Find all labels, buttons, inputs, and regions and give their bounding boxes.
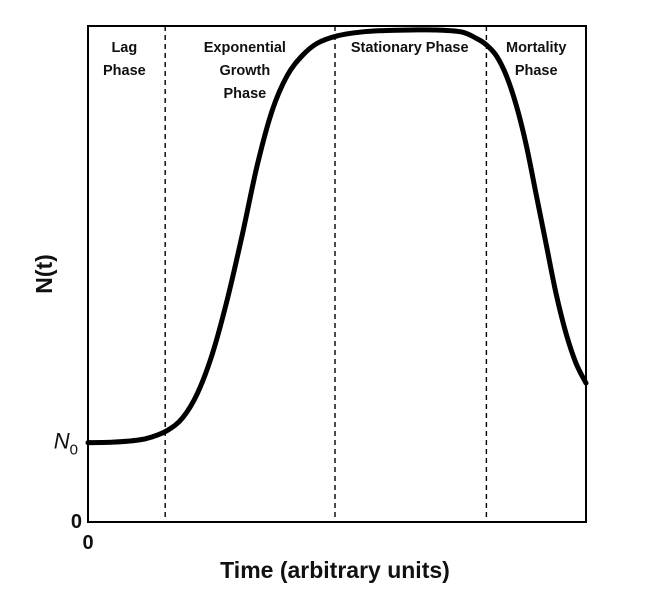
y-tick-label-n0: N0 [54,429,78,459]
phase-label-line: Phase [103,63,146,79]
phase-label-line: Exponential [204,40,286,56]
phase-label: Exponential Growth Phase [204,40,286,102]
phase-label-line: Mortality [506,40,566,56]
phase-label: Stationary Phase [351,40,469,56]
phase-boundaries [164,26,488,522]
x-axis-title: Time (arbitrary units) [220,557,450,583]
y-tick-label-zero: 0 [71,511,82,533]
phase-label-line: Growth [219,63,270,79]
phase-label-line: Phase [515,63,558,79]
phase-label-line: Phase [224,86,267,102]
x-tick-label-zero: 0 [82,532,93,554]
phase-label-line: Stationary Phase [351,40,469,56]
phase-labels: Lag Phase Exponential Growth Phase Stationary… [103,40,566,102]
plot-frame [87,25,587,523]
growth-curve [85,27,589,446]
phase-label-line: Lag [111,40,137,56]
phase-label: Mortality Phase [506,40,566,79]
y-axis-title: N(t) [31,254,57,294]
phase-label: Lag Phase [103,40,146,79]
